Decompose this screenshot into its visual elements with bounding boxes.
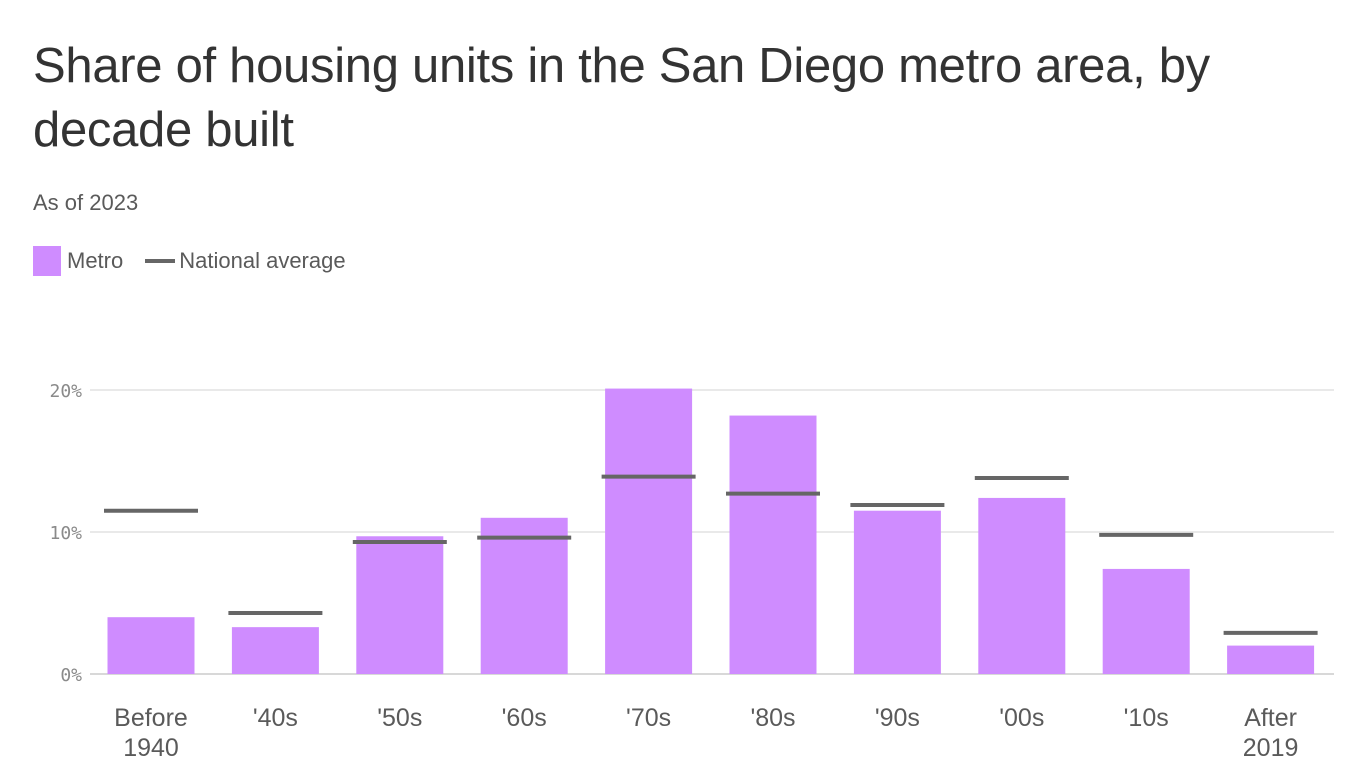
y-tick-label: 0% <box>60 665 82 686</box>
x-category-label: 2019 <box>1243 734 1299 762</box>
x-category-label: '10s <box>1124 704 1169 732</box>
chart-title: Share of housing units in the San Diego … <box>33 39 1210 157</box>
x-category-label: '80s <box>750 704 795 732</box>
y-tick-label: 20% <box>49 381 82 402</box>
chart-subtitle: As of 2023 <box>33 190 139 215</box>
x-category-label: '60s <box>502 704 547 732</box>
x-category-label: '50s <box>377 704 422 732</box>
legend-national-label: National average <box>179 248 346 273</box>
legend-metro-label: Metro <box>67 248 124 273</box>
legend: Metro National average <box>33 246 346 276</box>
x-category-label: Before <box>114 704 188 732</box>
legend-national-line <box>145 259 176 263</box>
x-category-label: '40s <box>253 704 298 732</box>
metro-bar <box>1227 645 1315 674</box>
metro-bar <box>480 517 568 674</box>
x-category-label: 1940 <box>123 734 179 762</box>
metro-bar <box>853 510 941 674</box>
x-category-label: '90s <box>875 704 920 732</box>
metro-bar <box>605 388 693 674</box>
y-tick-label: 10% <box>49 523 82 544</box>
x-category-label: '00s <box>999 704 1044 732</box>
metro-bar <box>1102 568 1190 674</box>
legend-metro-swatch <box>33 246 61 276</box>
metro-bar <box>107 617 195 674</box>
metro-bar <box>978 497 1066 674</box>
x-category-label: '70s <box>626 704 671 732</box>
metro-bar <box>231 627 319 674</box>
metro-bar <box>729 415 817 674</box>
x-category-label: After <box>1244 704 1297 732</box>
metro-bar <box>356 536 444 674</box>
